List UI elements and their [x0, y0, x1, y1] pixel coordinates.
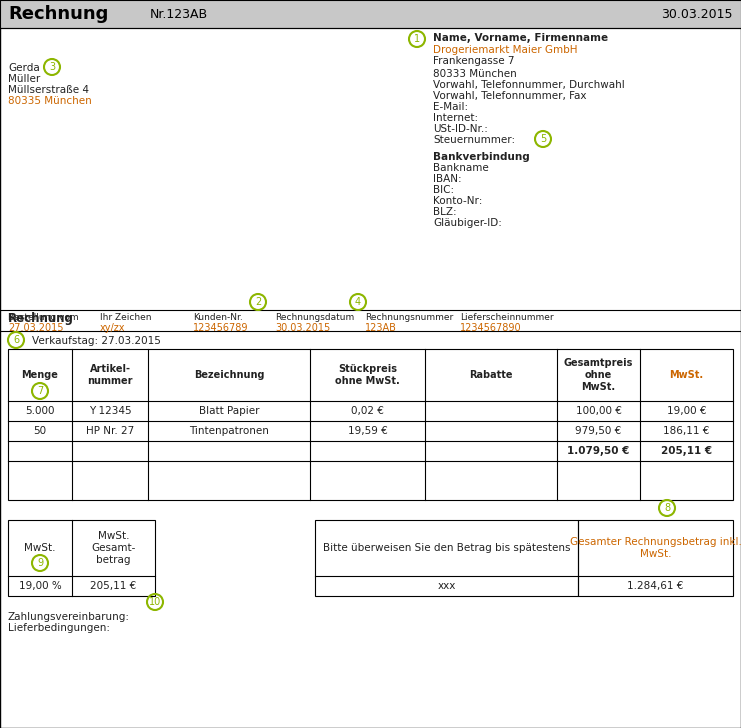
- Text: MwSt.
Gesamt-
betrag: MwSt. Gesamt- betrag: [91, 531, 136, 566]
- Text: 2: 2: [255, 297, 261, 307]
- Text: Verkaufstag: 27.03.2015: Verkaufstag: 27.03.2015: [32, 336, 161, 346]
- Text: Rechnung: Rechnung: [8, 312, 74, 325]
- Text: 1.079,50 €: 1.079,50 €: [568, 446, 630, 456]
- Text: Lieferscheinnummer: Lieferscheinnummer: [460, 313, 554, 322]
- Text: Vorwahl, Telefonnummer, Fax: Vorwahl, Telefonnummer, Fax: [433, 91, 586, 101]
- Bar: [8, 349, 733, 500]
- Text: Y 12345: Y 12345: [89, 406, 131, 416]
- Text: 7: 7: [37, 386, 43, 396]
- Text: Nr.123AB: Nr.123AB: [150, 7, 208, 20]
- Text: xxx: xxx: [437, 581, 456, 591]
- Text: IBAN:: IBAN:: [433, 174, 462, 184]
- Text: 10: 10: [149, 597, 161, 607]
- Text: Drogeriemarkt Maier GmbH: Drogeriemarkt Maier GmbH: [433, 45, 577, 55]
- Text: 205,11 €: 205,11 €: [661, 446, 712, 456]
- Text: 19,00 %: 19,00 %: [19, 581, 62, 591]
- Text: Lieferbedingungen:: Lieferbedingungen:: [8, 623, 110, 633]
- Text: Steuernummer:: Steuernummer:: [433, 135, 515, 145]
- Text: 123456789: 123456789: [193, 323, 248, 333]
- Bar: [8, 520, 155, 596]
- Text: Bankname: Bankname: [433, 163, 489, 173]
- Text: Tintenpatronen: Tintenpatronen: [189, 426, 269, 436]
- Text: BLZ:: BLZ:: [433, 207, 456, 217]
- Text: Blatt Papier: Blatt Papier: [199, 406, 259, 416]
- Bar: [578, 520, 733, 596]
- Text: Name, Vorname, Firmenname: Name, Vorname, Firmenname: [433, 33, 608, 43]
- Text: Bitte überweisen Sie den Betrag bis spätestens: Bitte überweisen Sie den Betrag bis spät…: [323, 543, 571, 553]
- Text: 186,11 €: 186,11 €: [663, 426, 710, 436]
- Text: 30.03.2015: 30.03.2015: [662, 7, 733, 20]
- Text: 1.284,61 €: 1.284,61 €: [628, 581, 684, 591]
- Text: 1234567890: 1234567890: [460, 323, 522, 333]
- Text: 27.03.2015: 27.03.2015: [8, 323, 64, 333]
- Text: Gerda: Gerda: [8, 63, 40, 73]
- Text: Bestellung vom: Bestellung vom: [8, 313, 79, 322]
- Text: 979,50 €: 979,50 €: [575, 426, 622, 436]
- Text: 1: 1: [414, 34, 420, 44]
- Text: 5.000: 5.000: [25, 406, 55, 416]
- Text: MwSt.: MwSt.: [24, 543, 56, 553]
- Text: Gesamtpreis
ohne
MwSt.: Gesamtpreis ohne MwSt.: [564, 357, 634, 392]
- Text: Bankverbindung: Bankverbindung: [433, 152, 530, 162]
- Text: Zahlungsvereinbarung:: Zahlungsvereinbarung:: [8, 612, 130, 622]
- Text: Rabatte: Rabatte: [469, 370, 513, 380]
- Text: Menge: Menge: [21, 370, 59, 380]
- Text: Kunden-Nr.: Kunden-Nr.: [193, 313, 243, 322]
- Text: 3: 3: [49, 62, 55, 72]
- Text: 5: 5: [540, 134, 546, 144]
- Text: Frankengasse 7: Frankengasse 7: [433, 56, 514, 66]
- Text: Müller: Müller: [8, 74, 40, 84]
- Text: Konto-Nr:: Konto-Nr:: [433, 196, 482, 206]
- Text: Müllserstraße 4: Müllserstraße 4: [8, 85, 89, 95]
- Text: Gesamter Rechnungsbetrag inkl.
MwSt.: Gesamter Rechnungsbetrag inkl. MwSt.: [570, 537, 741, 559]
- Text: HP Nr. 27: HP Nr. 27: [86, 426, 134, 436]
- Text: 6: 6: [13, 335, 19, 345]
- Text: Gläubiger-ID:: Gläubiger-ID:: [433, 218, 502, 228]
- Text: Bezeichnung: Bezeichnung: [193, 370, 265, 380]
- Text: Stückpreis
ohne MwSt.: Stückpreis ohne MwSt.: [335, 364, 400, 386]
- Text: 4: 4: [355, 297, 361, 307]
- Text: Vorwahl, Telefonnummer, Durchwahl: Vorwahl, Telefonnummer, Durchwahl: [433, 80, 625, 90]
- Text: MwSt.: MwSt.: [669, 370, 703, 380]
- Text: 8: 8: [664, 503, 670, 513]
- Text: Rechnungsdatum: Rechnungsdatum: [275, 313, 354, 322]
- Text: Rechnung: Rechnung: [8, 5, 108, 23]
- Text: Artikel-
nummer: Artikel- nummer: [87, 364, 133, 386]
- Text: Ihr Zeichen: Ihr Zeichen: [100, 313, 151, 322]
- Text: 205,11 €: 205,11 €: [90, 581, 136, 591]
- Text: 9: 9: [37, 558, 43, 568]
- Text: 80335 München: 80335 München: [8, 96, 92, 106]
- Text: BIC:: BIC:: [433, 185, 454, 195]
- Bar: [0, 0, 741, 28]
- Text: 19,59 €: 19,59 €: [348, 426, 388, 436]
- Text: 30.03.2015: 30.03.2015: [275, 323, 330, 333]
- Text: E-Mail:: E-Mail:: [433, 102, 468, 112]
- Text: 100,00 €: 100,00 €: [576, 406, 622, 416]
- Text: Rechnungsnummer: Rechnungsnummer: [365, 313, 453, 322]
- Text: 123AB: 123AB: [365, 323, 397, 333]
- Text: USt-ID-Nr.:: USt-ID-Nr.:: [433, 124, 488, 134]
- Text: 50: 50: [33, 426, 47, 436]
- Text: 80333 München: 80333 München: [433, 69, 516, 79]
- Text: 19,00 €: 19,00 €: [667, 406, 706, 416]
- Bar: [315, 520, 578, 596]
- Text: Internet:: Internet:: [433, 113, 478, 123]
- Text: xy/zx: xy/zx: [100, 323, 125, 333]
- Text: 0,02 €: 0,02 €: [351, 406, 384, 416]
